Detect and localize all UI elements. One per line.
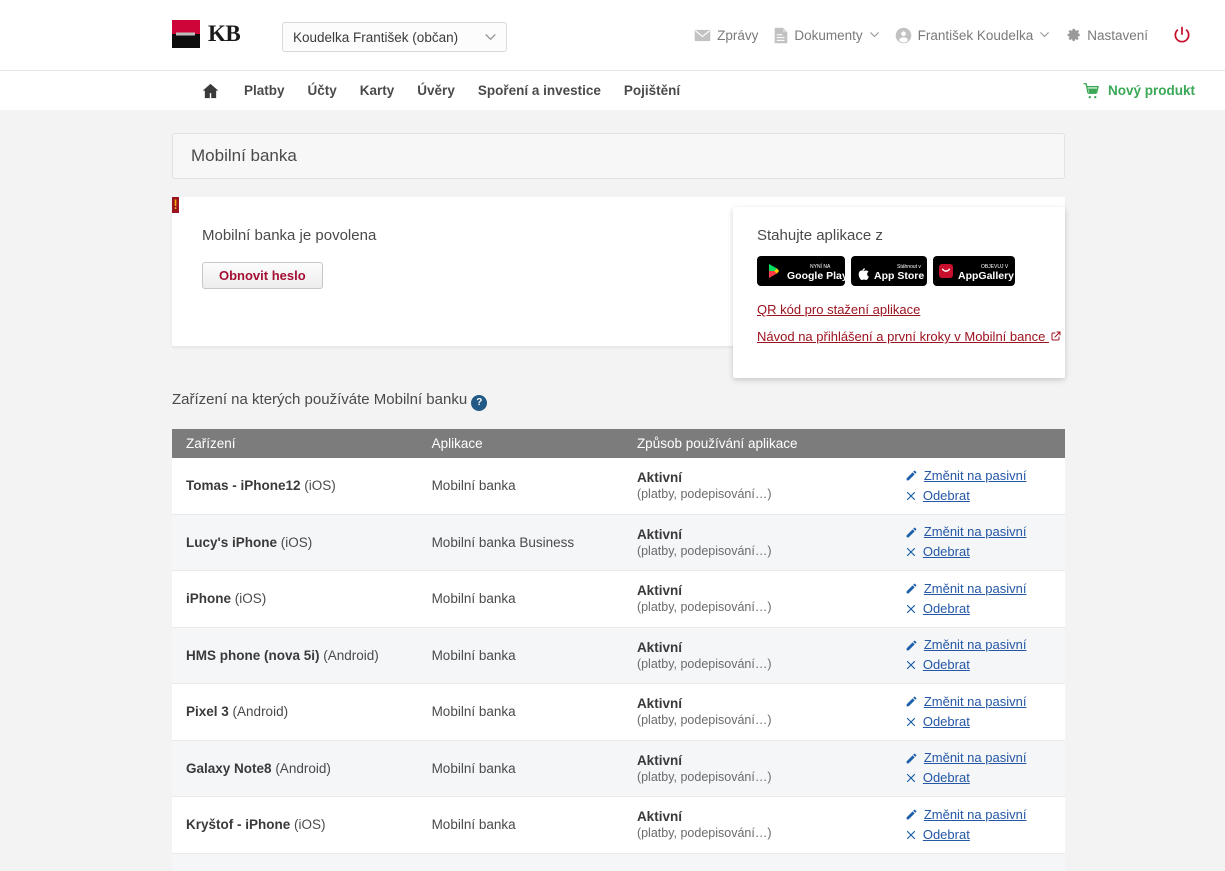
svg-text:AppGallery: AppGallery [958, 270, 1014, 282]
svg-text:App Store: App Store [874, 270, 924, 282]
svg-text:NYNÍ NA: NYNÍ NA [810, 263, 831, 270]
svg-text:Google Play: Google Play [787, 270, 845, 282]
